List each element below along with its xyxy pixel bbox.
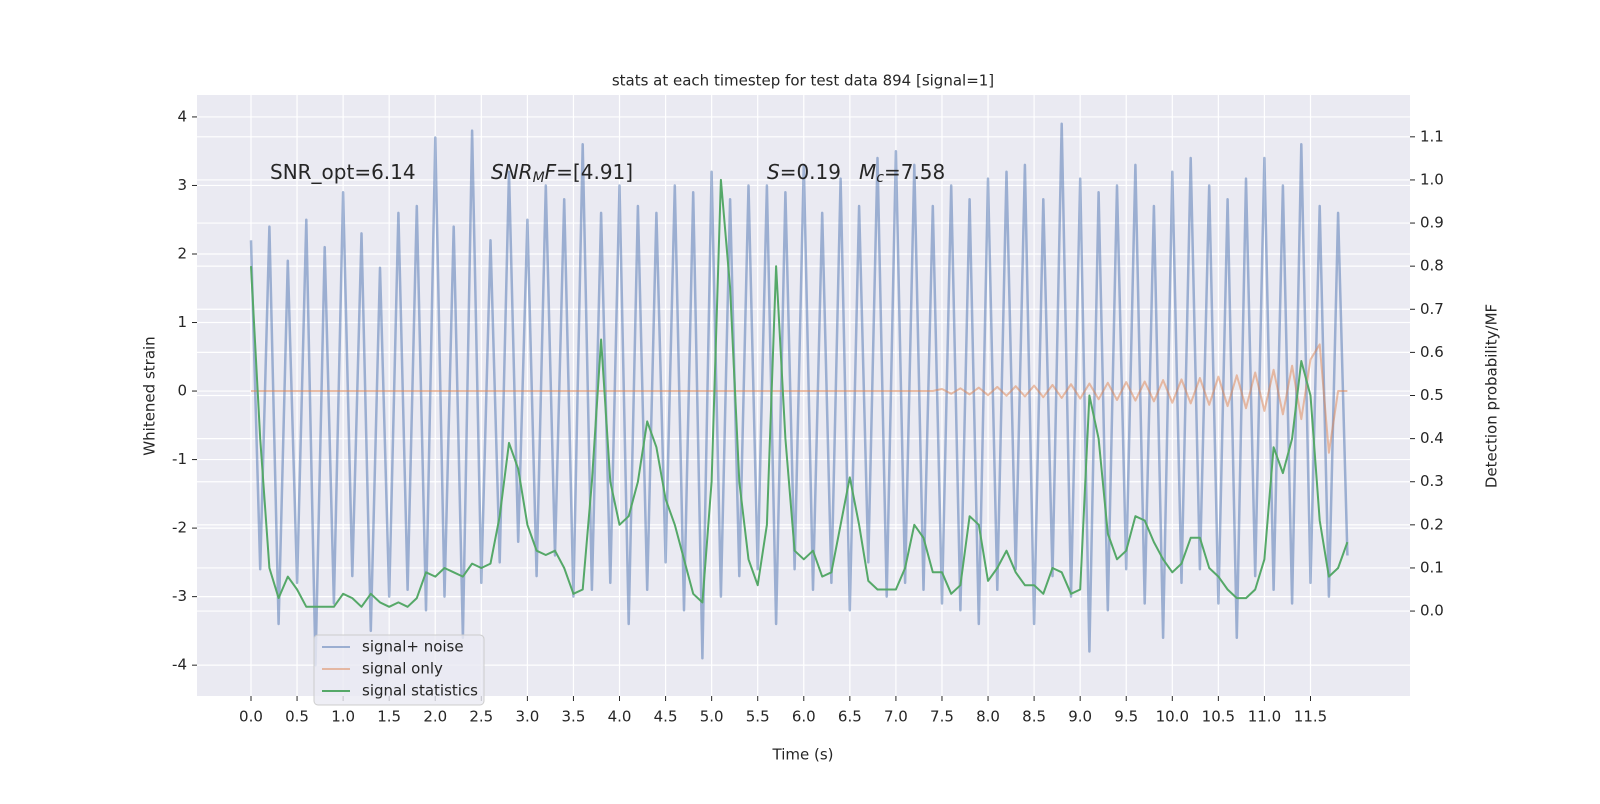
x-tick-label: 1.0 — [331, 708, 355, 726]
x-tick-label: 3.0 — [515, 708, 539, 726]
y2-tick-label: 0.6 — [1420, 343, 1444, 361]
annotation-part: SNR_opt=6.14 — [270, 160, 416, 184]
y-tick-label: 0 — [177, 382, 187, 400]
y-tick-label: -4 — [172, 656, 187, 674]
series-line — [250, 178, 1349, 608]
annotation-part: M — [859, 160, 876, 184]
x-tick-label: 8.5 — [1022, 708, 1046, 726]
x-tick-label: 2.5 — [469, 708, 493, 726]
y2-tick-label: 0.7 — [1420, 300, 1444, 318]
x-tick-label: 8.0 — [976, 708, 1000, 726]
chart-title: stats at each timestep for test data 894… — [612, 72, 994, 90]
annotation-part: =0.19 — [780, 160, 841, 184]
annotation-part: M — [533, 170, 545, 186]
y-tick-label: -1 — [172, 450, 187, 468]
x-tick-label: 2.0 — [423, 708, 447, 726]
annotation: Mc=7.58 — [859, 160, 945, 187]
x-tick-label: 9.0 — [1068, 708, 1092, 726]
y2-tick-label: 1.1 — [1420, 127, 1444, 145]
annotation-part: =7.58 — [884, 160, 945, 184]
y2-tick-label: 0.5 — [1420, 386, 1444, 404]
x-tick-label: 5.5 — [746, 708, 770, 726]
annotation: SNRMF=[4.91] — [491, 160, 633, 187]
annotation-part: S — [767, 160, 780, 184]
y2-tick-label: 0.9 — [1420, 214, 1444, 232]
x-tick-label: 4.5 — [654, 708, 678, 726]
legend-label: signal only — [362, 660, 443, 678]
annotation-part: =[4.91] — [556, 160, 633, 184]
x-tick-label: 11.0 — [1248, 708, 1281, 726]
annotation: S=0.19 — [767, 160, 841, 184]
y2-axis-label: Detection probability/MF — [1483, 304, 1501, 488]
y2-tick-label: 0.0 — [1420, 602, 1444, 620]
x-tick-label: 5.0 — [700, 708, 724, 726]
legend-label: signal statistics — [362, 682, 478, 700]
x-tick-label: 6.5 — [838, 708, 862, 726]
x-tick-label: 4.0 — [608, 708, 632, 726]
y2-tick-label: 0.1 — [1420, 558, 1444, 576]
y-tick-label: -3 — [172, 587, 187, 605]
y-tick-label: -2 — [172, 519, 187, 537]
annotation-part: c — [876, 170, 884, 186]
y-tick-label: 4 — [177, 107, 187, 125]
x-tick-label: 7.0 — [884, 708, 908, 726]
x-tick-label: 10.5 — [1202, 708, 1235, 726]
y-tick-label: 1 — [177, 313, 187, 331]
annotation: SNR_opt=6.14 — [270, 160, 416, 184]
x-tick-label: 7.5 — [930, 708, 954, 726]
x-tick-label: 9.5 — [1114, 708, 1138, 726]
annotation-part: F — [545, 160, 557, 184]
y-tick-label: 2 — [177, 244, 187, 262]
legend-label: signal+ noise — [362, 638, 464, 656]
x-tick-label: 11.5 — [1294, 708, 1327, 726]
x-tick-label: 1.5 — [377, 708, 401, 726]
y2-tick-label: 0.8 — [1420, 257, 1444, 275]
x-tick-label: 0.5 — [285, 708, 309, 726]
series-line — [251, 343, 1348, 454]
y-tick-label: 3 — [177, 176, 187, 194]
x-tick-label: 3.5 — [562, 708, 586, 726]
y-axis-label: Whitened strain — [141, 336, 159, 455]
y2-tick-label: 0.2 — [1420, 515, 1444, 533]
annotation-part: SNR — [491, 160, 533, 184]
x-tick-label: 10.0 — [1156, 708, 1189, 726]
y2-tick-label: 0.3 — [1420, 472, 1444, 490]
x-tick-label: 0.0 — [239, 708, 263, 726]
x-axis-label: Time (s) — [772, 746, 834, 764]
legend-box — [313, 634, 485, 706]
y2-tick-label: 0.4 — [1420, 429, 1444, 447]
x-tick-label: 6.0 — [792, 708, 816, 726]
y2-tick-label: 1.0 — [1420, 170, 1444, 188]
